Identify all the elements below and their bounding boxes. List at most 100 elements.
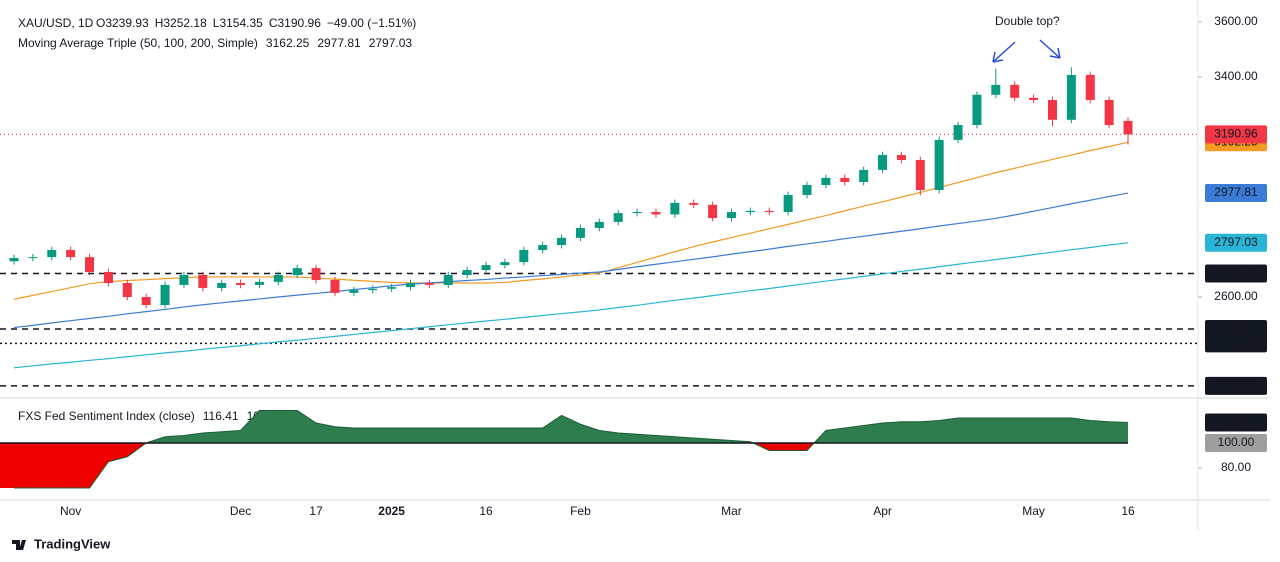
level-label: 2685.51	[1214, 266, 1258, 280]
candle-body	[236, 282, 246, 285]
ma-label-box	[1205, 233, 1267, 252]
candle-body	[387, 287, 397, 289]
panel-title: FXS Fed Sentiment Index (close)	[18, 409, 195, 423]
candle-body	[330, 279, 340, 293]
candle-body	[594, 221, 604, 228]
logo: TradingView	[12, 536, 111, 551]
y-tick-label: 3400.00	[1214, 69, 1258, 83]
level-label-box	[1205, 334, 1267, 353]
x-tick-label: Mar	[721, 504, 742, 518]
candle-body	[1066, 74, 1076, 120]
candle-body	[745, 210, 755, 212]
x-tick-label: 17	[309, 504, 323, 518]
candle-body	[915, 159, 925, 190]
candle-body	[1047, 99, 1057, 120]
baseline-label: 100.00	[1218, 435, 1255, 449]
candle-body	[519, 249, 529, 263]
y-tick-label: 80.00	[1221, 460, 1251, 474]
legend-value: 2797.03	[369, 36, 413, 50]
candle-body	[972, 94, 982, 126]
candle-body	[66, 249, 76, 258]
candle-body	[462, 270, 472, 276]
arrow	[1039, 39, 1061, 59]
level-label-box	[1205, 264, 1267, 283]
candle-body	[953, 125, 963, 140]
candle-body	[670, 202, 680, 215]
candle-body	[292, 268, 302, 276]
candle-body	[840, 177, 850, 182]
candle-body	[689, 202, 699, 205]
candle-body	[273, 275, 283, 282]
x-tick-label: 16	[479, 504, 493, 518]
level-label-box	[1205, 320, 1267, 339]
last-price-label: 3190.96	[1214, 127, 1258, 141]
level-label: 2431.61	[1214, 336, 1258, 350]
level-label: 2277.31	[1214, 378, 1258, 392]
candle-body	[934, 139, 944, 190]
candle-body	[47, 249, 57, 258]
candle-body	[368, 288, 378, 291]
symbol: XAU/USD, 1D	[18, 16, 94, 30]
ohlc-value: C3190.96	[269, 16, 321, 30]
moving-average	[13, 192, 1129, 329]
area-above	[0, 410, 1128, 443]
candle-body	[311, 268, 321, 280]
area-line	[14, 410, 1129, 489]
last-price-label-box	[1205, 125, 1267, 144]
candle-body	[1010, 84, 1020, 98]
x-tick-label: May	[1022, 504, 1045, 518]
candle-body	[896, 155, 906, 160]
moving-average	[13, 242, 1129, 369]
y-tick-label: 3600.00	[1214, 14, 1258, 28]
candle-body	[1085, 74, 1095, 100]
candle-body	[538, 245, 548, 250]
candle-body	[764, 210, 774, 212]
x-tick-label: Dec	[230, 504, 251, 518]
ohlc-value: H3252.18	[155, 16, 207, 30]
area-below	[0, 443, 1128, 488]
candle-body	[179, 275, 189, 285]
arrow	[992, 41, 1016, 63]
candle-body	[613, 213, 623, 222]
panel-value: 116.41	[203, 409, 239, 423]
candle-body	[406, 282, 416, 288]
ohlc-value: L3154.35	[213, 16, 263, 30]
candle-body	[557, 237, 567, 246]
candle-body	[821, 177, 831, 186]
indicator-name: Moving Average Triple (50, 100, 200, Sim…	[18, 36, 258, 50]
candle-body	[783, 194, 793, 212]
x-tick-label: Apr	[873, 504, 892, 518]
ma-label: 2977.81	[1214, 185, 1258, 199]
baseline-box	[1205, 434, 1267, 452]
candle-body	[349, 290, 359, 293]
candle-body	[481, 265, 491, 271]
candle-body	[708, 204, 718, 219]
x-tick-label: Feb	[570, 504, 591, 518]
ohlc-value: −49.00 (−1.51%)	[327, 16, 416, 30]
legend-value: 3162.25	[266, 36, 310, 50]
legend-value: 2977.81	[317, 36, 361, 50]
candle-body	[1029, 97, 1039, 100]
candle-body	[9, 257, 19, 262]
logo-icon	[12, 540, 26, 550]
candle-body	[103, 271, 113, 283]
candle-body	[991, 84, 1001, 95]
x-tick-label: 2025	[378, 504, 405, 518]
candle-body	[122, 282, 132, 298]
y-tick-label: 2600.00	[1214, 289, 1258, 303]
level-label: 2483.75	[1214, 321, 1258, 335]
ma-label: 2797.03	[1214, 235, 1258, 249]
candle-body	[141, 297, 151, 306]
candle-body	[1123, 120, 1133, 135]
candle-body	[878, 155, 888, 170]
candle-body	[1104, 99, 1114, 126]
candle-body	[632, 211, 642, 214]
candle-body	[254, 281, 264, 285]
candle-body	[198, 275, 208, 288]
candle-body	[85, 257, 95, 272]
ma-label-box	[1205, 184, 1267, 203]
x-tick-label: Nov	[60, 504, 81, 518]
